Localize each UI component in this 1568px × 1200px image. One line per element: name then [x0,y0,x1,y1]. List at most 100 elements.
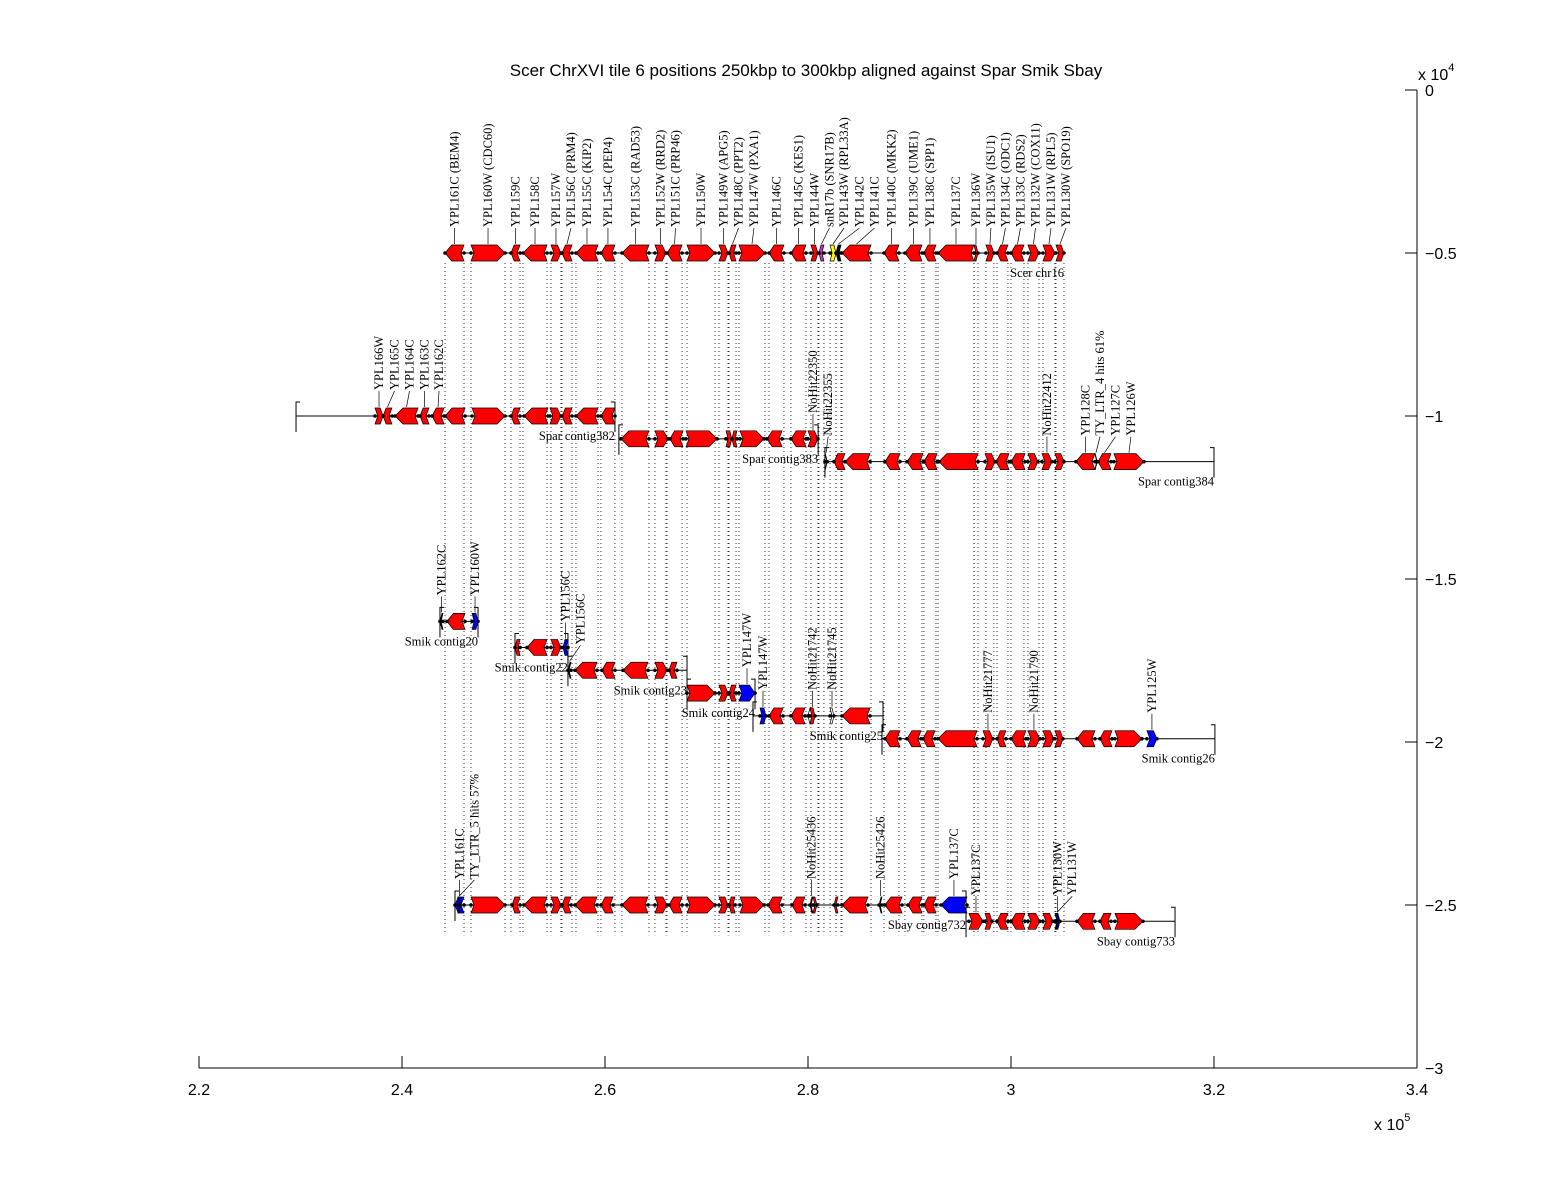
gene-start-dot [1041,251,1045,255]
gene-arrow [1076,912,1096,930]
gene-start-dot [1026,251,1030,255]
gene-end-dot [595,903,599,907]
gene-arrow [937,244,975,262]
gene-label: NoHit22350 [806,350,820,413]
contig-end-bracket [1210,447,1215,478]
gene-arrow [550,896,562,914]
gene-start-dot [521,251,525,255]
gene-end-dot [713,903,717,907]
gene-arrow [526,639,548,656]
gene-label-leader [1128,436,1132,453]
gene-start-dot [509,414,513,418]
gene-end-dot [868,714,872,718]
gene-end-dot [992,251,996,255]
gene-arrow [511,896,521,914]
gene-start-dot [808,903,812,907]
gene-start-dot [509,251,513,255]
gene-label-leader [856,227,875,245]
gene-label-leader [1095,436,1101,453]
gene-arrow [996,730,1007,748]
gene-end-dot [734,251,738,255]
gene-label: YPL137C [947,828,961,879]
gene-arrow [686,684,716,702]
gene-end-dot [1050,459,1054,464]
gene-start-dot [717,691,721,695]
gene-arrow [728,896,736,914]
gene-arrow [1042,244,1056,262]
gene-start-dot [560,251,564,255]
gene-arrow [1097,453,1112,470]
gene-start-dot [599,251,603,255]
gene-start-dot [1053,459,1057,464]
gene-arrow [1054,453,1065,470]
gene-arrow [419,407,430,425]
gene-end-dot [1142,459,1146,464]
gene-start-dot [737,251,741,255]
gene-arrow [923,453,938,470]
gene-label: NoHit21745 [825,627,839,690]
gene-start-dot [665,251,669,255]
contig-track: Scer chr16 YPL161C (BEM4) YPL160W (CDC60) Y… [443,117,1073,280]
gene-arrow [818,244,825,262]
gene-start-dot [995,919,999,924]
gene-start-dot [1113,919,1117,924]
y-tick-label: −0.5 [1425,246,1457,263]
gene-arrow [810,244,819,262]
gene-start-dot [905,459,909,464]
gene-label: YPL154C (PEP4) [601,137,615,227]
contig-label: Smik contig23 [614,683,687,697]
gene-start-dot [469,251,473,255]
gene-end-dot [462,903,466,907]
gene-label: NoHit21790 [1027,650,1041,713]
gene-start-dot [513,645,517,650]
gene-arrow [1042,912,1054,930]
gene-start-dot [566,668,570,673]
gene-start-dot [685,903,689,907]
gene-start-dot [561,645,565,650]
gene-end-dot [715,437,719,441]
gene-arrow [562,639,569,656]
gene-arrow [884,730,901,748]
gene-end-dot [1006,919,1010,924]
gene-arrow [549,407,562,425]
gene-start-dot [620,903,624,907]
gene-arrow [621,896,649,914]
gene-label: YPL127C [1108,385,1122,436]
gene-label: YPL153C (RAD53) [628,126,642,227]
gene-arrow [790,707,806,725]
gene-label: YPL140C (MKK2) [884,129,898,227]
gene-end-dot [1023,459,1027,464]
gene-end-dot [545,645,549,650]
gene-label: YPL161C (BEM4) [448,132,462,228]
gene-arrow [940,896,968,914]
gene-end-dot [1109,919,1113,924]
gene-start-dot [470,619,474,624]
contig-track: Smik contig26 NoHit21777 NoHit21790 YPL125W [881,650,1216,766]
contig-label: Scer chr16 [1010,266,1064,280]
gene-start-dot [1026,736,1030,741]
gene-label: TY_LTR_4 hits 61% [1093,331,1107,436]
gene-end-dot [611,903,615,907]
gene-start-dot [922,459,926,464]
gene-end-dot [595,668,599,673]
gene-end-dot [566,645,570,650]
gene-label-leader [1002,227,1006,245]
gene-arrow [1146,730,1158,748]
gene-arrow [1010,730,1027,748]
gene-arrow [550,639,562,656]
gene-end-dot [681,437,685,441]
gene-start-dot [621,668,625,673]
gene-start-dot [373,414,377,418]
gene-start-dot [840,903,844,907]
gene-end-dot [569,903,573,907]
gene-arrow [1075,453,1096,470]
gene-arrow [1027,244,1040,262]
gene-arrow [470,896,506,914]
gene-start-dot [717,251,721,255]
gene-arrow [973,244,979,262]
gene-start-dot [549,645,553,650]
gene-start-dot [1145,736,1149,741]
gene-end-dot [1093,919,1097,924]
gene-arrow [807,430,819,448]
gene-end-dot [780,903,784,907]
